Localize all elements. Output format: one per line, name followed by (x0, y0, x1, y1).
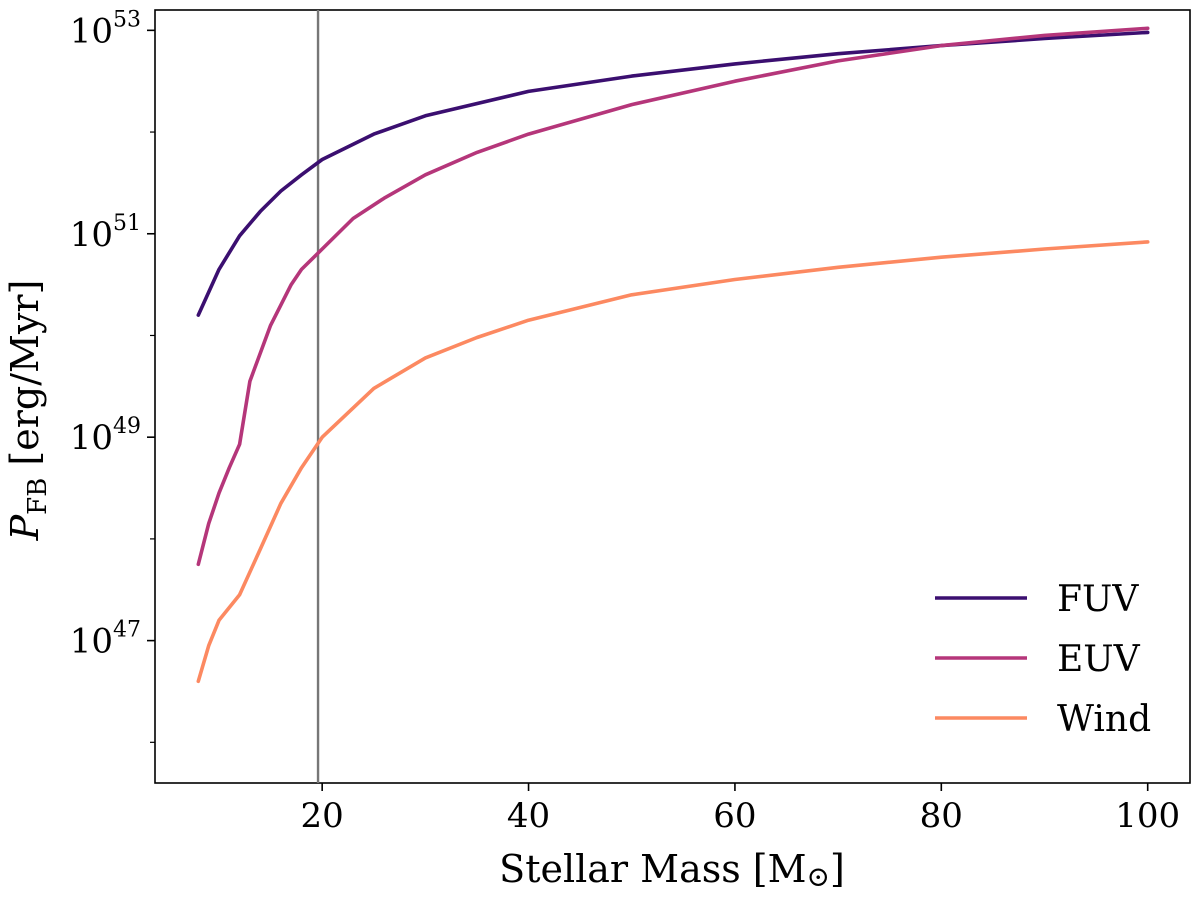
legend: FUV EUV Wind (935, 579, 1151, 740)
series-line-euv (196, 26, 1150, 567)
y-tick-label: 1053 (70, 7, 141, 51)
x-axis-ticks: 20 40 60 80 100 (301, 783, 1180, 836)
series-layer (196, 26, 1150, 684)
x-tick-label: 80 (920, 796, 963, 836)
legend-label-fuv: FUV (1057, 579, 1139, 620)
x-axis-label: Stellar Mass [M⊙] (499, 847, 845, 893)
legend-label-wind: Wind (1057, 699, 1151, 740)
x-tick-label: 20 (301, 796, 344, 836)
y-tick-label: 1051 (70, 211, 141, 255)
series-line-wind (196, 240, 1150, 684)
x-axis-label-symbol: ⊙ (807, 860, 830, 893)
x-tick-label: 40 (507, 796, 550, 836)
x-tick-label: 60 (713, 796, 756, 836)
y-axis-ticks: 1047 1049 1051 1053 (70, 7, 155, 743)
y-axis-label: PFB [erg/Myr] (3, 280, 53, 542)
y-tick-label: 1047 (70, 618, 141, 662)
legend-label-euv: EUV (1057, 639, 1141, 680)
series-line-fuv (196, 30, 1150, 317)
y-tick-label: 1049 (70, 414, 141, 458)
plot-area-border (154, 9, 1191, 784)
plot-frame (154, 9, 1191, 784)
x-tick-label: 100 (1115, 796, 1180, 836)
